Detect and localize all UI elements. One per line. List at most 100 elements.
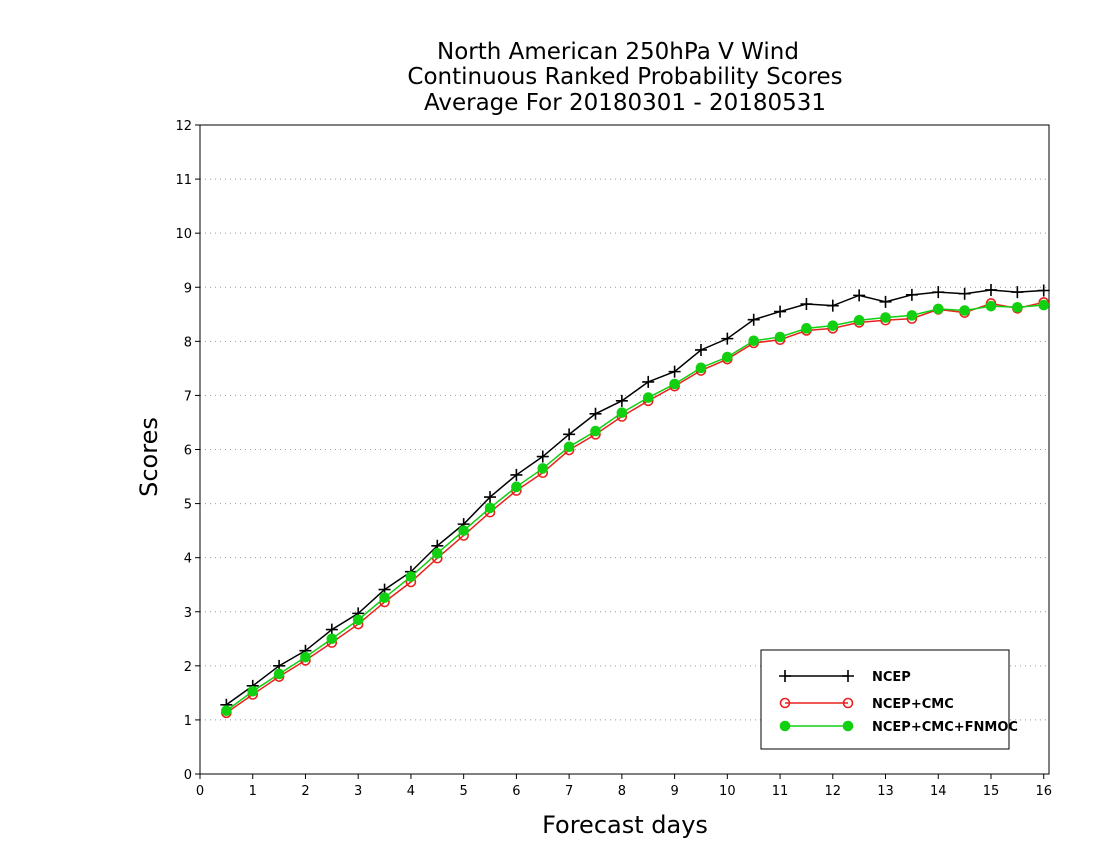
y-tick-label: 7 — [184, 389, 192, 404]
data-point-ncep — [615, 394, 628, 407]
data-point-ncep-cmc-fnmoc — [669, 378, 680, 390]
data-point-ncep-cmc-fnmoc — [1012, 301, 1023, 313]
series-line-ncep — [225, 289, 1044, 706]
data-point-ncep-cmc-fnmoc — [906, 310, 918, 321]
data-point-ncep — [1037, 284, 1050, 297]
data-point-ncep — [536, 450, 549, 463]
data-point-ncep — [721, 332, 734, 345]
y-tick-label: 10 — [175, 227, 192, 242]
y-tick-label: 11 — [175, 173, 192, 188]
y-tick-label: 2 — [184, 660, 192, 675]
x-tick-label: 6 — [512, 784, 520, 799]
x-tick-label: 10 — [719, 784, 736, 799]
data-point-ncep-cmc-fnmoc — [405, 571, 417, 582]
y-tick-label: 4 — [184, 552, 192, 567]
data-point-ncep-cmc-fnmoc — [221, 705, 232, 717]
x-tick-label: 13 — [877, 784, 894, 799]
x-tick-label: 2 — [301, 784, 309, 799]
data-point-ncep — [958, 287, 971, 300]
data-point-ncep-cmc-fnmoc — [511, 481, 522, 493]
data-point-ncep-cmc-fnmoc — [827, 320, 839, 331]
y-tick-label: 1 — [184, 714, 192, 729]
data-point-ncep-cmc-fnmoc — [590, 425, 601, 437]
data-point-ncep — [879, 295, 892, 308]
data-point-ncep-cmc-fnmoc — [326, 633, 338, 645]
x-tick-label: 7 — [565, 784, 573, 799]
data-point-ncep — [589, 407, 602, 420]
x-tick-label: 16 — [1035, 784, 1052, 799]
legend-entry-ncep-cmc-fnmoc: NCEP+CMC+FNMOC — [779, 720, 1018, 735]
x-tick-label: 15 — [983, 784, 1000, 799]
legend-marker — [779, 720, 791, 732]
series-ncep-cmc-fnmoc — [221, 299, 1050, 717]
x-tick-label: 12 — [825, 784, 842, 799]
y-tick-label: 5 — [184, 498, 192, 513]
data-point-ncep-cmc-fnmoc — [616, 407, 628, 419]
series-ncep — [220, 283, 1050, 711]
data-point-ncep-cmc-fnmoc — [722, 351, 733, 363]
data-point-ncep-cmc-fnmoc — [774, 331, 786, 343]
data-point-ncep-cmc-fnmoc — [379, 592, 390, 603]
legend-entry-ncep: NCEP — [779, 670, 911, 685]
data-point-ncep — [563, 428, 576, 441]
data-point-ncep — [694, 343, 707, 356]
data-point-ncep — [853, 289, 866, 302]
x-tick-label: 4 — [407, 784, 415, 799]
data-point-ncep — [642, 375, 655, 388]
data-point-ncep-cmc-fnmoc — [458, 525, 469, 536]
y-tick-label: 8 — [184, 335, 192, 350]
data-point-ncep-cmc-fnmoc — [273, 668, 285, 680]
data-point-ncep-cmc-fnmoc — [748, 335, 759, 347]
data-point-ncep — [800, 298, 813, 311]
data-point-ncep — [826, 299, 839, 312]
data-point-ncep-cmc-fnmoc — [880, 312, 891, 323]
legend-marker — [842, 720, 854, 732]
legend-marker — [842, 697, 854, 709]
data-point-ncep-cmc-fnmoc — [247, 685, 259, 697]
data-point-ncep — [905, 288, 918, 301]
x-tick-label: 14 — [930, 784, 947, 799]
y-tick-label: 0 — [184, 768, 192, 783]
x-tick-label: 11 — [772, 784, 789, 799]
x-tick-label: 8 — [618, 784, 626, 799]
legend-label: NCEP — [872, 670, 911, 685]
data-point-ncep — [668, 365, 681, 378]
data-point-ncep — [1011, 286, 1024, 299]
legend-marker — [842, 670, 854, 682]
x-tick-label: 9 — [670, 784, 678, 799]
data-point-ncep-cmc-fnmoc — [352, 614, 364, 626]
y-tick-label: 12 — [175, 119, 192, 134]
legend-marker — [779, 670, 791, 682]
data-point-ncep — [484, 491, 497, 504]
data-point-ncep-cmc-fnmoc — [642, 392, 654, 403]
data-point-ncep-cmc-fnmoc — [563, 441, 575, 453]
legend-label: NCEP+CMC+FNMOC — [872, 720, 1018, 735]
data-point-ncep — [774, 305, 787, 318]
y-tick-label: 9 — [184, 281, 192, 296]
chart-title-line-3: Average For 20180301 - 20180531 — [424, 90, 826, 116]
legend-box — [760, 649, 1010, 750]
x-tick-label: 5 — [460, 784, 468, 799]
y-tick-label: 6 — [184, 444, 192, 459]
y-axis-title: Scores — [135, 417, 163, 497]
data-point-ncep-cmc-fnmoc — [959, 305, 970, 316]
series-lines — [220, 283, 1050, 719]
data-point-ncep — [984, 283, 997, 296]
x-tick-label: 1 — [249, 784, 257, 799]
data-point-ncep-cmc-fnmoc — [932, 303, 944, 315]
data-point-ncep-cmc-fnmoc — [537, 463, 549, 474]
data-point-ncep-cmc-fnmoc — [431, 548, 443, 559]
data-point-ncep — [510, 468, 523, 481]
data-point-ncep-cmc-fnmoc — [801, 323, 812, 334]
chart-title-line-2: Continuous Ranked Probability Scores — [407, 64, 842, 90]
data-point-ncep-cmc-fnmoc — [1038, 299, 1050, 311]
data-point-ncep — [747, 313, 760, 326]
data-point-ncep-cmc-fnmoc — [484, 502, 496, 514]
data-point-ncep-cmc-fnmoc — [300, 651, 311, 663]
x-tick-label: 3 — [354, 784, 362, 799]
legend-entry-ncep-cmc: NCEP+CMC — [779, 697, 954, 712]
legend-label: NCEP+CMC — [872, 697, 954, 712]
x-tick-label: 0 — [196, 784, 204, 799]
